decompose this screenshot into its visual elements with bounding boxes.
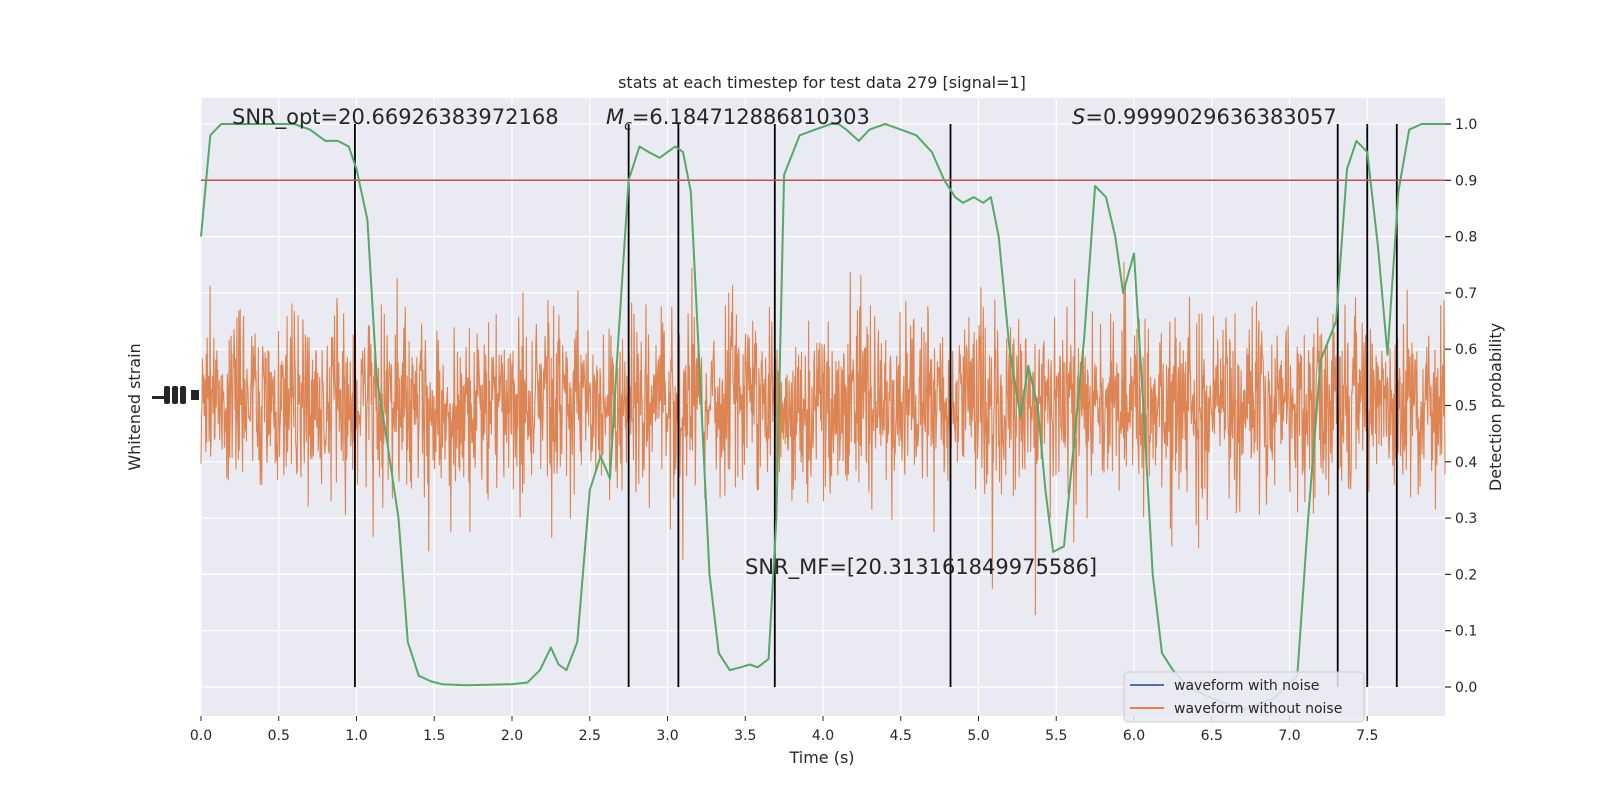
strain-waveform — [200, 261, 1446, 616]
legend-label: waveform without noise — [1174, 701, 1342, 717]
x-tick-label: 7.5 — [1356, 728, 1378, 744]
y-tick-label: 0.9 — [1455, 173, 1477, 189]
x-tick-label: 4.0 — [812, 728, 834, 744]
vertical-markers — [354, 124, 1398, 687]
x-tick-label: 4.5 — [890, 728, 912, 744]
y-ticks-right: 0.0 0.1 0.2 0.3 0.4 0.5 0.6 0.7 0.8 0.9 1.0 — [1445, 117, 1477, 696]
x-tick-label: 0.5 — [268, 728, 290, 744]
x-tick-label: 5.0 — [967, 728, 989, 744]
y-tick-label: 0.7 — [1455, 286, 1477, 302]
y-tick-label: 1.0 — [1455, 117, 1477, 133]
y-tick-label: 0.3 — [1455, 511, 1477, 527]
x-tick-label: 2.5 — [579, 728, 601, 744]
y-tick-label: 0.6 — [1455, 342, 1477, 358]
annotation-s: S=0.9999029636383057 — [1072, 105, 1337, 129]
x-tick-label: 3.0 — [656, 728, 678, 744]
x-tick-label: 3.5 — [734, 728, 756, 744]
x-tick-label: 1.5 — [423, 728, 445, 744]
x-tick-label: 1.0 — [345, 728, 367, 744]
y-tick-label: 0.5 — [1455, 399, 1477, 415]
y-axis-label-right: Detection probability — [1486, 323, 1505, 491]
legend-label: waveform with noise — [1174, 678, 1319, 694]
legend: waveform with noise waveform without noi… — [1123, 671, 1365, 723]
detection-probability-line — [200, 123, 1445, 711]
left-axis-ticks — [152, 386, 199, 404]
legend-box — [1123, 671, 1365, 723]
y-tick-label: 0.2 — [1455, 567, 1477, 583]
annotation-snr-opt: SNR_opt=20.66926383972168 — [232, 105, 559, 130]
annotation-chirp-mass: Mc=6.184712886810303 — [606, 105, 870, 134]
probability-series — [200, 123, 1445, 711]
x-tick-label: 6.0 — [1123, 728, 1145, 744]
x-tick-label: 7.0 — [1278, 728, 1300, 744]
x-ticks: 0.0 0.5 1.0 1.5 2.0 2.5 3.0 3.5 4.0 4.5 5.0 5.5 6.0 6… — [190, 716, 1378, 744]
y-tick-label: 0.8 — [1455, 230, 1477, 246]
chart-title: stats at each timestep for test data 279… — [618, 73, 1026, 92]
waveform-without-noise-line — [200, 261, 1446, 616]
x-tick-label: 5.5 — [1045, 728, 1067, 744]
x-axis-label: Time (s) — [788, 748, 854, 767]
y-axis-label-left: Whitened strain — [125, 343, 144, 470]
y-tick-label: 0.4 — [1455, 455, 1477, 471]
x-tick-label: 6.5 — [1201, 728, 1223, 744]
y-tick-label: 0.1 — [1455, 624, 1477, 640]
x-tick-label: 0.0 — [190, 728, 212, 744]
annotation-snr-mf: SNR_MF=[20.313161849975586] — [745, 555, 1097, 580]
y-tick-label: 0.0 — [1455, 680, 1477, 696]
x-tick-label: 2.0 — [501, 728, 523, 744]
